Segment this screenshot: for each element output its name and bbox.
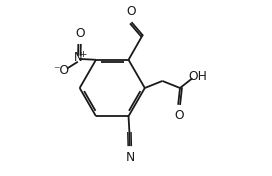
Text: O: O	[75, 27, 85, 40]
Text: N: N	[125, 151, 135, 164]
Text: O: O	[174, 109, 184, 122]
Text: +: +	[79, 50, 87, 59]
Text: O: O	[127, 5, 136, 18]
Text: N: N	[74, 51, 83, 64]
Text: ⁻O: ⁻O	[53, 64, 69, 77]
Text: OH: OH	[189, 70, 208, 83]
